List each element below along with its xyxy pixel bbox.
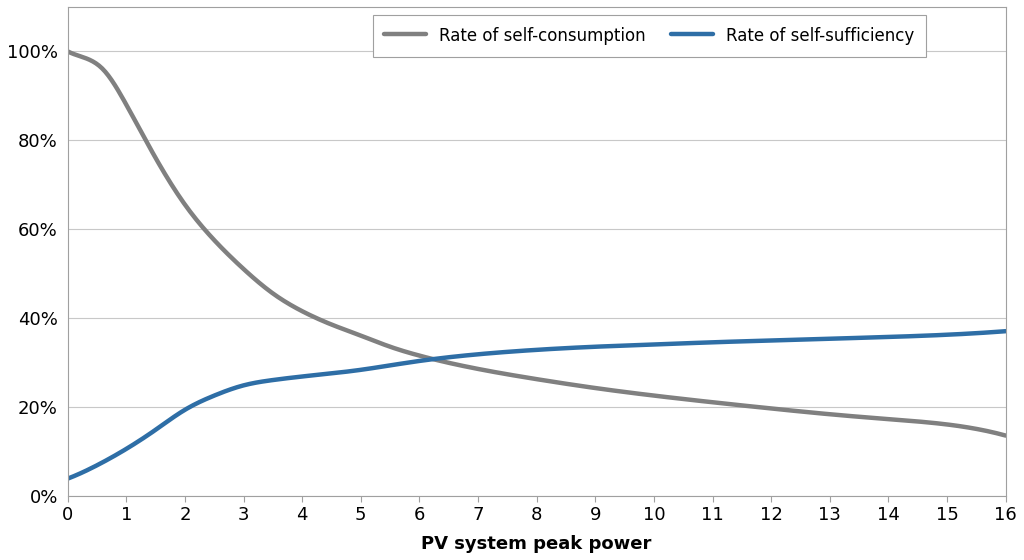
Rate of self-sufficiency [999, 328, 1012, 334]
Rate of self-consumption [911, 418, 924, 425]
Rate of self-sufficiency [616, 342, 629, 349]
Rate of self-sufficiency [620, 342, 632, 349]
Rate of self-consumption [616, 389, 629, 395]
Rate of self-consumption [852, 413, 864, 420]
Rate of self-consumption [620, 389, 632, 395]
Rate of self-sufficiency [636, 342, 648, 348]
Rate of self-sufficiency [911, 333, 924, 339]
Rate of self-sufficiency [852, 334, 864, 341]
Rate of self-sufficiency [65, 474, 77, 481]
X-axis label: PV system peak power: PV system peak power [422, 535, 652, 553]
Line: Rate of self-consumption: Rate of self-consumption [68, 52, 1006, 436]
Rate of self-consumption [636, 391, 648, 398]
Rate of self-consumption [61, 48, 74, 55]
Line: Rate of self-sufficiency: Rate of self-sufficiency [68, 331, 1006, 479]
Rate of self-consumption [65, 49, 77, 56]
Legend: Rate of self-consumption, Rate of self-sufficiency: Rate of self-consumption, Rate of self-s… [373, 15, 926, 57]
Rate of self-consumption [999, 432, 1012, 439]
Rate of self-sufficiency [61, 475, 74, 482]
